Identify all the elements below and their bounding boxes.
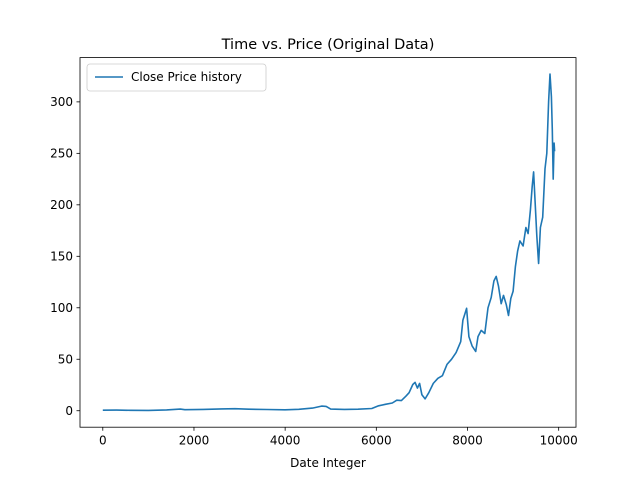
x-tick-label: 8000: [452, 434, 483, 448]
legend-box: [86, 63, 267, 92]
y-tick-label: 250: [50, 147, 73, 161]
x-tick-label: 4000: [270, 434, 301, 448]
x-tick-label: 6000: [361, 434, 392, 448]
legend: Close Price history: [86, 63, 267, 92]
y-tick-label: 300: [50, 95, 73, 109]
x-tick-label: 2000: [179, 434, 210, 448]
plot-background: [80, 57, 576, 428]
y-axis-ticks: 0 50 100 150 200 250 300: [50, 95, 80, 418]
x-axis-label: Date Integer: [290, 456, 366, 470]
legend-label: Close Price history: [131, 70, 242, 84]
y-tick-label: 150: [50, 250, 73, 264]
y-tick-label: 100: [50, 301, 73, 315]
x-tick-label: 0: [99, 434, 107, 448]
y-tick-label: 50: [58, 353, 73, 367]
x-axis-ticks: 0 2000 4000 6000 8000 10000: [99, 427, 578, 448]
chart-title: Time vs. Price (Original Data): [221, 37, 435, 53]
series-lines: [102, 73, 556, 412]
y-tick-label: 0: [65, 404, 73, 418]
y-tick-label: 200: [50, 198, 73, 212]
series-line-close-price-history: [102, 73, 556, 412]
x-tick-label: 10000: [540, 434, 578, 448]
plot-frame: [79, 57, 577, 428]
